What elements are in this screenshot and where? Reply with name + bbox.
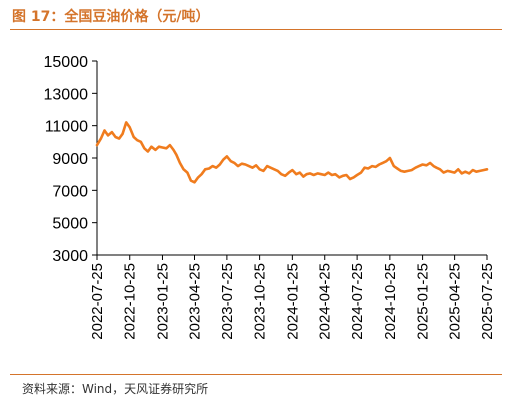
x-tick-label: 2024-04-25 xyxy=(317,263,334,340)
x-tick-label: 2024-10-25 xyxy=(382,263,399,340)
x-tick-label: 2025-01-25 xyxy=(415,263,432,340)
x-tick-label: 2023-01-25 xyxy=(154,263,171,340)
y-tick-label: 3000 xyxy=(52,248,88,265)
title-divider xyxy=(10,29,502,30)
x-tick-label: 2023-04-25 xyxy=(187,263,204,340)
x-tick-label: 2023-07-25 xyxy=(219,263,236,340)
y-tick-label: 15000 xyxy=(44,54,89,71)
x-tick-label: 2025-07-25 xyxy=(479,263,496,340)
y-tick-label: 13000 xyxy=(44,86,89,103)
line-chart: 3000 5000 7000 9000 11000 13000 15000 2022-07-2… xyxy=(44,54,497,340)
x-tick-label: 2022-10-25 xyxy=(122,263,139,340)
source-note: 资料来源：Wind，天风证券研究所 xyxy=(22,382,209,396)
y-tick-label: 7000 xyxy=(52,183,88,200)
y-tick-label: 9000 xyxy=(52,151,88,168)
chart-title: 图 17：全国豆油价格（元/吨） xyxy=(12,9,210,25)
x-tick-label: 2023-10-25 xyxy=(252,263,269,340)
footer-divider xyxy=(10,374,502,375)
x-tick-label: 2025-04-25 xyxy=(447,263,464,340)
x-tick-label: 2024-01-25 xyxy=(284,263,301,340)
x-tick-label: 2024-07-25 xyxy=(349,263,366,340)
y-tick-label: 11000 xyxy=(45,119,88,136)
y-tick-label: 5000 xyxy=(52,216,88,233)
series-line xyxy=(95,121,489,184)
x-tick-label: 2022-07-25 xyxy=(89,263,106,340)
